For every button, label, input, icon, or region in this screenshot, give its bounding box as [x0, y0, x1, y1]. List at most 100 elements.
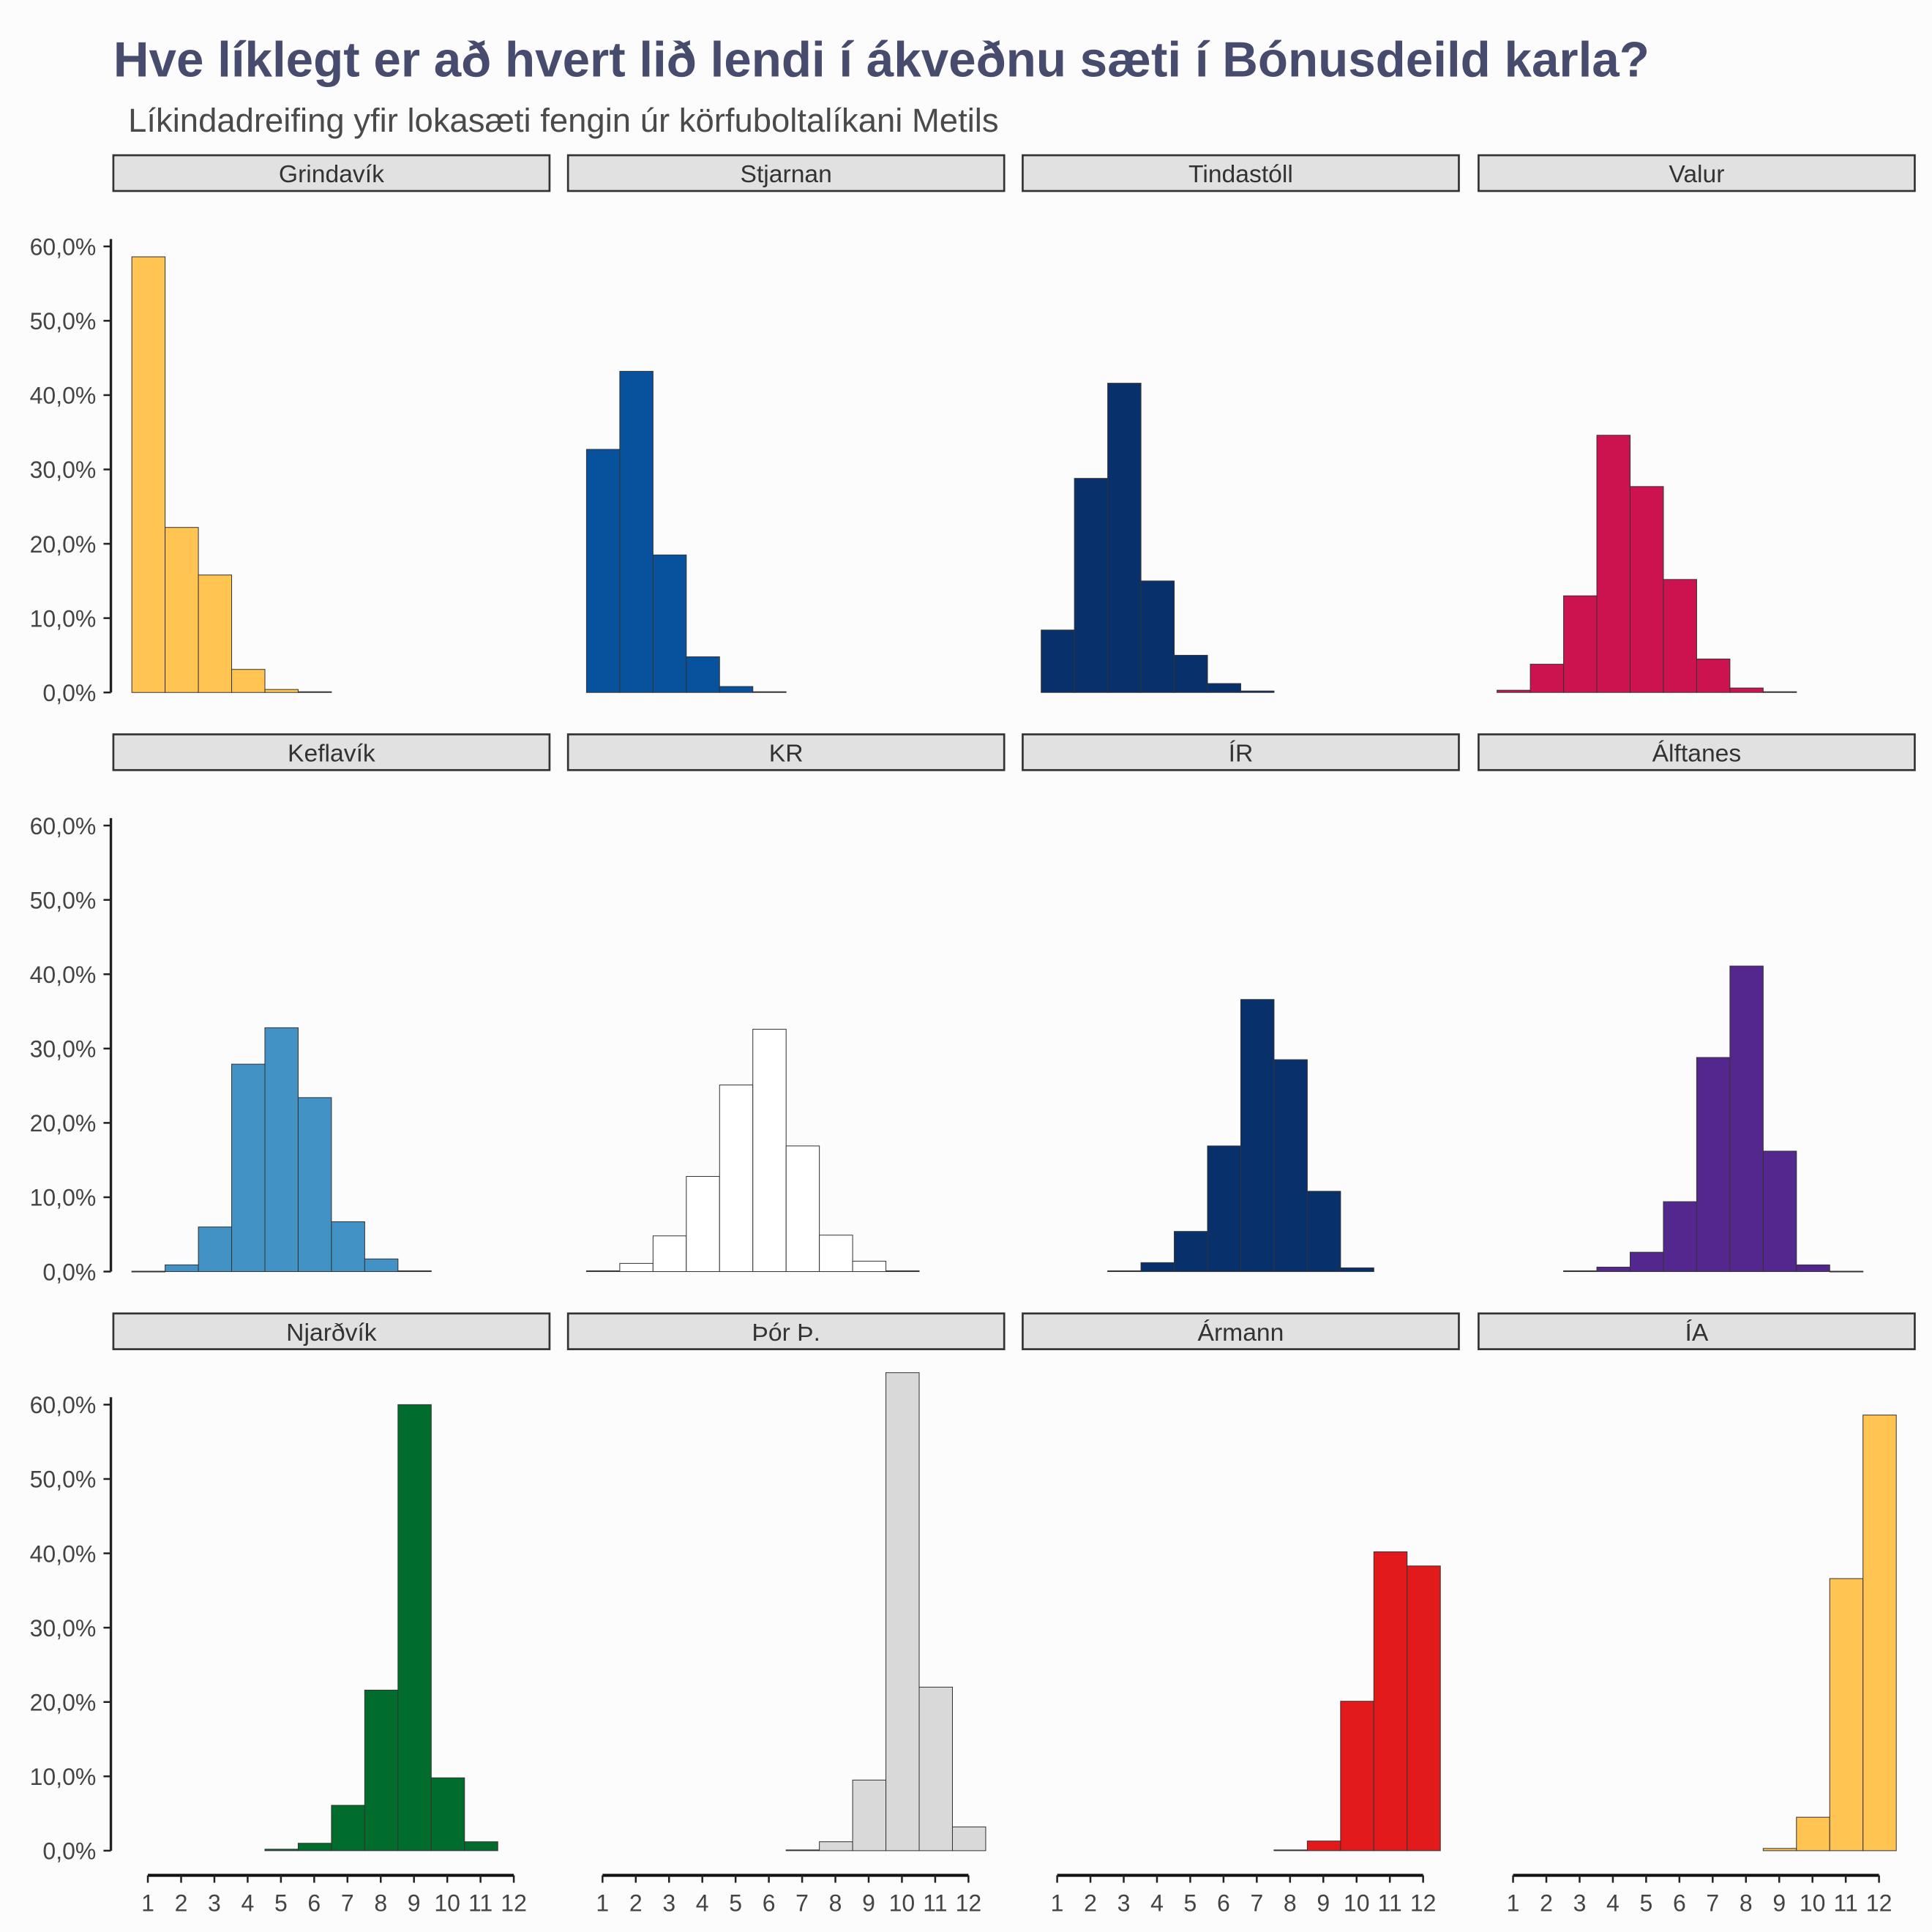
y-tick-label: 10,0% — [30, 605, 97, 632]
bar-Álftanes-8 — [1729, 965, 1764, 1273]
panel-Álftanes: Álftanes — [1478, 733, 1916, 1273]
bar-Njarðvík-8 — [364, 1689, 399, 1852]
bar-Keflavík-4 — [231, 1063, 266, 1273]
bar-KR-10 — [886, 1270, 920, 1273]
facet-label: Keflavík — [288, 741, 375, 768]
bar-KR-2 — [619, 1262, 654, 1273]
x-tick-label: 10 — [889, 1890, 916, 1916]
facet-label: Grindavík — [279, 161, 384, 188]
bar-Þór Þ.-7 — [785, 1849, 820, 1852]
x-tick-label: 1 — [1507, 1890, 1520, 1916]
x-tick-label: 12 — [501, 1890, 527, 1916]
bar-Álftanes-6 — [1663, 1201, 1697, 1273]
y-tick-label: 0,0% — [42, 1259, 96, 1285]
bar-ÍR-8 — [1273, 1059, 1308, 1273]
panel-Stjarnan: Stjarnan — [566, 154, 1006, 693]
bar-Álftanes-4 — [1596, 1266, 1631, 1273]
bar-Stjarnan-4 — [686, 656, 720, 693]
facet-strip — [1478, 733, 1916, 771]
x-tick-label: 6 — [307, 1890, 321, 1916]
x-tick-label: 10 — [1800, 1890, 1826, 1916]
facet-strip — [566, 1312, 1006, 1350]
bar-Valur-8 — [1729, 687, 1764, 693]
bar-Njarðvík-10 — [430, 1777, 465, 1852]
chart-subtitle: Líkindadreifing yfir lokasæti fengin úr … — [128, 102, 999, 139]
x-tick-label: 12 — [1866, 1890, 1892, 1916]
bar-KR-5 — [719, 1085, 754, 1273]
bar-ÍA-10 — [1796, 1816, 1830, 1852]
x-tick-label: 6 — [1673, 1890, 1686, 1916]
x-tick-label: 5 — [729, 1890, 742, 1916]
y-tick-label: 30,0% — [30, 1036, 97, 1063]
bar-Keflavík-5 — [264, 1027, 299, 1273]
chart-title: Hve líklegt er að hvert lið lendi í ákve… — [113, 32, 1650, 87]
facet-strip — [1478, 1312, 1916, 1350]
x-tick-label: 3 — [208, 1890, 221, 1916]
x-tick-label: 8 — [1284, 1890, 1297, 1916]
bar-ÍR-9 — [1306, 1191, 1341, 1273]
bar-ÍA-11 — [1829, 1578, 1864, 1852]
bar-Ármann-9 — [1306, 1841, 1341, 1852]
y-tick-label: 0,0% — [42, 1838, 96, 1865]
bar-Álftanes-5 — [1629, 1251, 1664, 1273]
bar-Álftanes-7 — [1696, 1057, 1731, 1273]
bar-ÍR-4 — [1140, 1262, 1175, 1273]
bar-Tindastóll-3 — [1107, 383, 1142, 693]
y-tick-label: 60,0% — [30, 234, 97, 261]
panel-Valur: Valur — [1478, 154, 1916, 693]
y-tick-label: 20,0% — [30, 531, 97, 558]
facet-label: KR — [769, 741, 804, 768]
x-tick-label: 11 — [1378, 1890, 1402, 1916]
facet-label: Njarðvík — [286, 1319, 377, 1347]
bar-Valur-1 — [1497, 689, 1531, 693]
panel-ÍA: ÍA1 2 3 4 5 6 7 8 9 10 11 12 — [1478, 1312, 1916, 1916]
panel-Grindavík: Grindavík 0,0% 10,0% 20,0% 30,0% 40,0% 50,0% 60… — [30, 154, 551, 706]
bar-Þór Þ.-11 — [918, 1686, 953, 1852]
facet-label: Ármann — [1198, 1319, 1284, 1347]
bar-Þór Þ.-12 — [951, 1826, 986, 1852]
x-tick-label: 7 — [341, 1890, 354, 1916]
facet-strip — [1022, 1312, 1460, 1350]
x-tick-label: 12 — [1410, 1890, 1437, 1916]
bar-Keflavík-2 — [165, 1264, 199, 1273]
facet-label: Tindastóll — [1188, 161, 1293, 188]
facet-strip — [1022, 154, 1460, 192]
y-tick-label: 40,0% — [30, 1540, 97, 1567]
x-tick-label: 2 — [1540, 1890, 1553, 1916]
y-tick-label: 50,0% — [30, 887, 97, 913]
bar-Stjarnan-1 — [585, 449, 621, 693]
bar-Keflavík-7 — [331, 1221, 365, 1273]
x-tick-label: 9 — [1317, 1890, 1330, 1916]
bar-KR-3 — [652, 1235, 687, 1273]
bar-Álftanes-9 — [1762, 1150, 1797, 1273]
bar-ÍR-3 — [1107, 1270, 1142, 1273]
x-tick-label: 10 — [434, 1890, 460, 1916]
x-tick-label: 8 — [1740, 1890, 1753, 1916]
bar-KR-9 — [852, 1260, 887, 1273]
x-tick-label: 7 — [795, 1890, 809, 1916]
bar-Njarðvík-11 — [464, 1841, 498, 1852]
x-tick-label: 1 — [596, 1890, 609, 1916]
facet-strip — [1022, 733, 1460, 771]
panel-ÍR: ÍR — [1022, 733, 1460, 1273]
panels: Grindavík0,0%10,0%20,0%30,0%40,0%50,0%60… — [30, 154, 1916, 1916]
bar-Keflavík-8 — [364, 1258, 399, 1273]
bar-Álftanes-3 — [1563, 1270, 1598, 1273]
facet-label: Þór Þ. — [752, 1319, 820, 1347]
x-tick-label: 9 — [862, 1890, 875, 1916]
y-tick-label: 20,0% — [30, 1689, 97, 1715]
y-tick-label: 60,0% — [30, 1392, 97, 1418]
bar-Ármann-11 — [1373, 1551, 1408, 1852]
x-tick-label: 8 — [374, 1890, 387, 1916]
bar-KR-4 — [686, 1176, 720, 1273]
facet-strip — [112, 154, 551, 192]
bar-Þór Þ.-8 — [819, 1841, 853, 1852]
bar-Grindavík-5 — [264, 689, 299, 693]
x-tick-label: 7 — [1250, 1890, 1263, 1916]
bar-KR-8 — [819, 1235, 853, 1273]
bar-Ármann-8 — [1273, 1849, 1308, 1852]
bar-Tindastóll-7 — [1240, 690, 1275, 693]
bar-Tindastóll-6 — [1207, 683, 1241, 693]
bar-Þór Þ.-10 — [886, 1372, 920, 1852]
